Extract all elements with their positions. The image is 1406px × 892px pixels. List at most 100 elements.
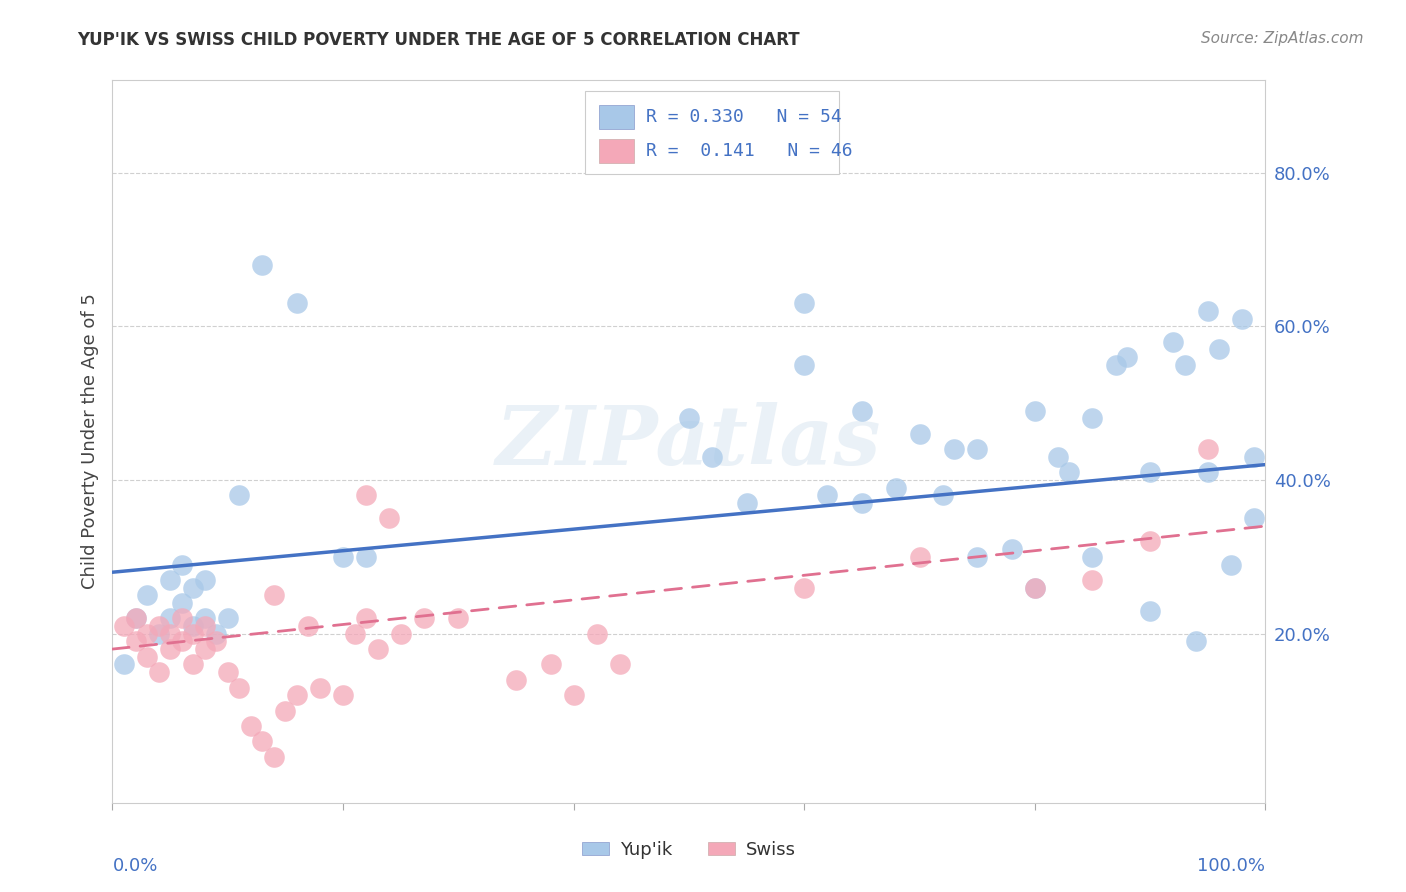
Text: ZIPatlas: ZIPatlas xyxy=(496,401,882,482)
Point xyxy=(252,734,274,748)
Point xyxy=(159,573,181,587)
Point xyxy=(297,619,319,633)
Point xyxy=(274,704,297,718)
Point xyxy=(389,626,412,640)
Point xyxy=(170,634,193,648)
Point xyxy=(1161,334,1184,349)
Text: 0.0%: 0.0% xyxy=(112,857,157,875)
Point xyxy=(205,634,228,648)
Point xyxy=(124,611,146,625)
Point xyxy=(228,681,250,695)
Text: 100.0%: 100.0% xyxy=(1198,857,1265,875)
Point xyxy=(678,411,700,425)
Point xyxy=(181,657,204,672)
Point xyxy=(112,657,135,672)
Point xyxy=(1232,311,1254,326)
Point xyxy=(148,626,170,640)
Point xyxy=(1024,404,1046,418)
Point xyxy=(609,657,631,672)
Point xyxy=(332,688,354,702)
Point xyxy=(1219,558,1241,572)
Point xyxy=(343,626,366,640)
Point xyxy=(170,558,193,572)
Point xyxy=(136,626,159,640)
Point xyxy=(217,611,239,625)
FancyBboxPatch shape xyxy=(599,139,634,163)
Point xyxy=(1174,358,1197,372)
Point xyxy=(194,573,217,587)
Point xyxy=(505,673,527,687)
Point xyxy=(908,426,931,441)
Point xyxy=(1197,465,1219,479)
Point xyxy=(124,634,146,648)
Point xyxy=(735,496,758,510)
Point xyxy=(181,619,204,633)
Point xyxy=(1243,511,1265,525)
Point xyxy=(1081,573,1104,587)
Point xyxy=(1197,442,1219,457)
Point xyxy=(886,481,908,495)
Point xyxy=(931,488,953,502)
Legend: Yup'ik, Swiss: Yup'ik, Swiss xyxy=(575,834,803,866)
Point xyxy=(1243,450,1265,464)
Point xyxy=(1024,581,1046,595)
Point xyxy=(1104,358,1126,372)
Point xyxy=(966,442,988,457)
Point xyxy=(354,488,377,502)
Point xyxy=(124,611,146,625)
Text: YUP'IK VS SWISS CHILD POVERTY UNDER THE AGE OF 5 CORRELATION CHART: YUP'IK VS SWISS CHILD POVERTY UNDER THE … xyxy=(77,31,800,49)
Point xyxy=(367,642,389,657)
Point xyxy=(170,596,193,610)
Point xyxy=(1197,304,1219,318)
Point xyxy=(170,611,193,625)
Point xyxy=(112,619,135,633)
Point xyxy=(1046,450,1069,464)
Point xyxy=(194,642,217,657)
Point xyxy=(1024,581,1046,595)
Point xyxy=(1081,411,1104,425)
Point xyxy=(354,611,377,625)
Point xyxy=(159,611,181,625)
Point xyxy=(908,549,931,564)
Point xyxy=(851,496,873,510)
Point xyxy=(1139,534,1161,549)
Point xyxy=(194,611,217,625)
Point xyxy=(412,611,434,625)
Point xyxy=(540,657,562,672)
Point xyxy=(148,665,170,680)
Point xyxy=(943,442,966,457)
Point xyxy=(285,688,308,702)
Point xyxy=(148,619,170,633)
Y-axis label: Child Poverty Under the Age of 5: Child Poverty Under the Age of 5 xyxy=(80,293,98,590)
FancyBboxPatch shape xyxy=(599,105,634,129)
Point xyxy=(1081,549,1104,564)
Point xyxy=(136,649,159,664)
Point xyxy=(354,549,377,564)
Point xyxy=(966,549,988,564)
Point xyxy=(700,450,723,464)
Text: R = 0.330   N = 54: R = 0.330 N = 54 xyxy=(647,108,842,126)
Point xyxy=(205,626,228,640)
Point xyxy=(159,626,181,640)
Point xyxy=(181,581,204,595)
Point xyxy=(285,296,308,310)
Point xyxy=(1139,604,1161,618)
Point xyxy=(332,549,354,564)
Point xyxy=(585,626,607,640)
Point xyxy=(1116,350,1139,364)
Point xyxy=(217,665,239,680)
Point xyxy=(1185,634,1208,648)
Text: R =  0.141   N = 46: R = 0.141 N = 46 xyxy=(647,142,853,160)
Point xyxy=(447,611,470,625)
Point xyxy=(815,488,838,502)
Point xyxy=(851,404,873,418)
Text: Source: ZipAtlas.com: Source: ZipAtlas.com xyxy=(1201,31,1364,46)
FancyBboxPatch shape xyxy=(585,91,839,174)
Point xyxy=(136,588,159,602)
Point xyxy=(793,296,815,310)
Point xyxy=(181,626,204,640)
Point xyxy=(263,588,285,602)
Point xyxy=(309,681,332,695)
Point xyxy=(793,358,815,372)
Point xyxy=(1059,465,1081,479)
